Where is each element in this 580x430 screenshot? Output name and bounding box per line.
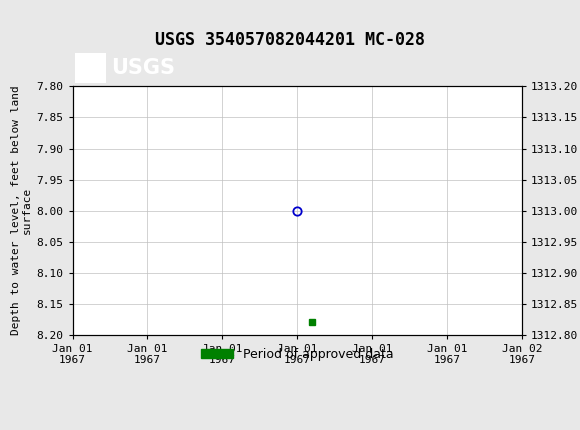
Legend: Period of approved data: Period of approved data bbox=[196, 343, 398, 366]
Text: USGS: USGS bbox=[111, 58, 175, 78]
Y-axis label: Depth to water level, feet below land
surface: Depth to water level, feet below land su… bbox=[10, 86, 32, 335]
FancyBboxPatch shape bbox=[75, 53, 106, 83]
Text: USGS 354057082044201 MC-028: USGS 354057082044201 MC-028 bbox=[155, 31, 425, 49]
